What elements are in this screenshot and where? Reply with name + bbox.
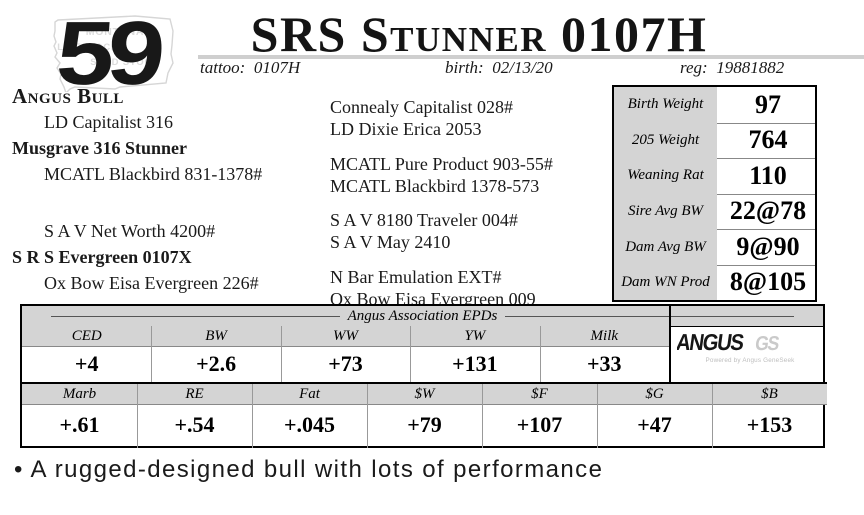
svg-text:ANGUS: ANGUS	[677, 328, 745, 354]
svg-text:GS: GS	[754, 333, 781, 355]
